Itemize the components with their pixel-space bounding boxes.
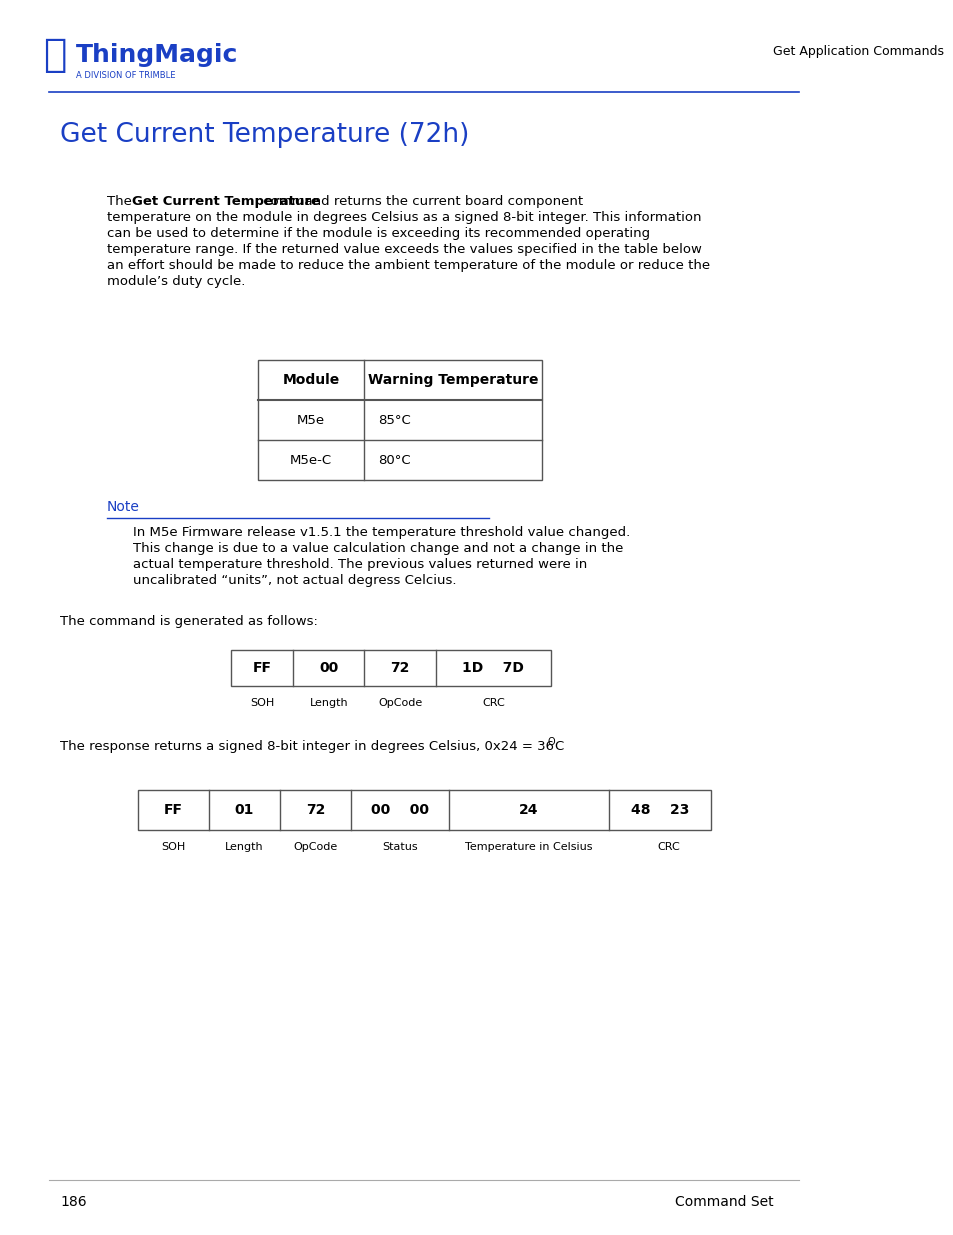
- Text: module’s duty cycle.: module’s duty cycle.: [107, 275, 245, 288]
- Text: SOH: SOH: [250, 698, 274, 708]
- Text: Status: Status: [382, 842, 417, 852]
- Text: The command is generated as follows:: The command is generated as follows:: [60, 615, 318, 629]
- Text: Module: Module: [282, 373, 339, 387]
- Text: Length: Length: [225, 842, 264, 852]
- Text: Temperature in Celsius: Temperature in Celsius: [465, 842, 592, 852]
- Text: 72: 72: [390, 661, 409, 676]
- Text: This change is due to a value calculation change and not a change in the: This change is due to a value calculatio…: [133, 542, 623, 555]
- Text: SOH: SOH: [161, 842, 185, 852]
- Text: Get Current Temperature (72h): Get Current Temperature (72h): [60, 122, 469, 148]
- Text: command returns the current board component: command returns the current board compon…: [258, 195, 582, 207]
- Text: 48    23: 48 23: [630, 803, 689, 818]
- Text: Length: Length: [310, 698, 348, 708]
- Text: 72: 72: [306, 803, 325, 818]
- Text: 01: 01: [234, 803, 253, 818]
- Text: 186: 186: [60, 1195, 87, 1209]
- Text: M5e-C: M5e-C: [290, 453, 332, 467]
- Text: O: O: [547, 737, 555, 747]
- Text: C: C: [554, 740, 563, 753]
- Text: Note: Note: [107, 500, 139, 514]
- Text: Command Set: Command Set: [674, 1195, 773, 1209]
- Text: 24: 24: [518, 803, 538, 818]
- Text: The: The: [107, 195, 135, 207]
- Bar: [137, 790, 710, 830]
- Text: Get Current Temperature: Get Current Temperature: [132, 195, 319, 207]
- Text: temperature on the module in degrees Celsius as a signed 8-bit integer. This inf: temperature on the module in degrees Cel…: [107, 211, 700, 224]
- Bar: [231, 650, 551, 685]
- Text: 00: 00: [319, 661, 338, 676]
- Text: 80°C: 80°C: [377, 453, 410, 467]
- Text: uncalibrated “units”, not actual degress Celcius.: uncalibrated “units”, not actual degress…: [133, 574, 456, 587]
- Text: 1D    7D: 1D 7D: [462, 661, 524, 676]
- Text: A DIVISION OF TRIMBLE: A DIVISION OF TRIMBLE: [76, 70, 175, 79]
- Text: actual temperature threshold. The previous values returned were in: actual temperature threshold. The previo…: [133, 558, 587, 571]
- Text: Warning Temperature: Warning Temperature: [368, 373, 538, 387]
- Bar: [257, 359, 541, 480]
- Text: ThingMagic: ThingMagic: [75, 43, 237, 67]
- Text: CRC: CRC: [657, 842, 679, 852]
- Text: 85°C: 85°C: [377, 414, 410, 426]
- Text: OpCode: OpCode: [377, 698, 422, 708]
- Text: an effort should be made to reduce the ambient temperature of the module or redu: an effort should be made to reduce the a…: [107, 259, 709, 272]
- Text: In M5e Firmware release v1.5.1 the temperature threshold value changed.: In M5e Firmware release v1.5.1 the tempe…: [133, 526, 630, 538]
- Text: ⧖: ⧖: [44, 36, 67, 74]
- Text: FF: FF: [253, 661, 272, 676]
- Text: FF: FF: [164, 803, 183, 818]
- Text: M5e: M5e: [296, 414, 325, 426]
- Text: OpCode: OpCode: [294, 842, 337, 852]
- Text: Get Application Commands: Get Application Commands: [773, 46, 943, 58]
- Text: The response returns a signed 8-bit integer in degrees Celsius, 0x24 = 36: The response returns a signed 8-bit inte…: [60, 740, 554, 753]
- Text: CRC: CRC: [481, 698, 504, 708]
- Text: 00    00: 00 00: [371, 803, 429, 818]
- Text: can be used to determine if the module is exceeding its recommended operating: can be used to determine if the module i…: [107, 227, 649, 240]
- Text: temperature range. If the returned value exceeds the values specified in the tab: temperature range. If the returned value…: [107, 243, 700, 256]
